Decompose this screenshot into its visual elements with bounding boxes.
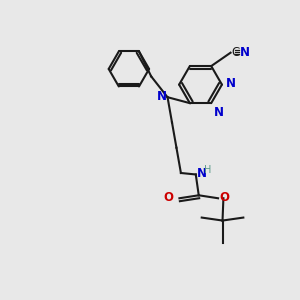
Text: O: O: [163, 191, 173, 204]
Text: N: N: [226, 76, 236, 90]
Text: O: O: [219, 191, 229, 204]
Text: H: H: [204, 165, 212, 175]
Text: N: N: [240, 46, 250, 59]
Text: N: N: [157, 90, 166, 103]
Text: N: N: [197, 167, 207, 180]
Text: N: N: [214, 106, 224, 119]
Text: C: C: [231, 46, 240, 59]
